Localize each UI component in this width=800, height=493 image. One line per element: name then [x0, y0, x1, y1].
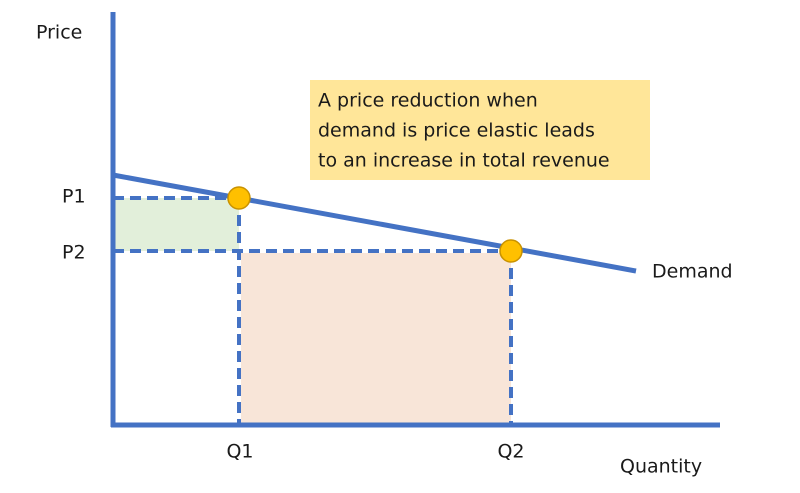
price-label: P1: [62, 186, 86, 208]
revenue-gained-area: [241, 253, 511, 425]
note-line: A price reduction when: [318, 90, 538, 112]
note-line: demand is price elastic leads: [318, 120, 595, 142]
y-axis-label: Price: [36, 22, 82, 44]
quantity-label: Q1: [226, 441, 253, 463]
quantity-label: Q2: [497, 441, 524, 463]
demand-curve: [112, 172, 637, 274]
curve-label: Demand: [652, 261, 733, 283]
revenue-lost-area: [115, 198, 239, 251]
price-label: P2: [62, 242, 86, 264]
note-line: to an increase in total revenue: [318, 150, 610, 172]
point-1: [227, 186, 251, 210]
note-box: [310, 80, 650, 180]
x-axis-label: Quantity: [620, 456, 702, 478]
point-2: [499, 239, 523, 263]
